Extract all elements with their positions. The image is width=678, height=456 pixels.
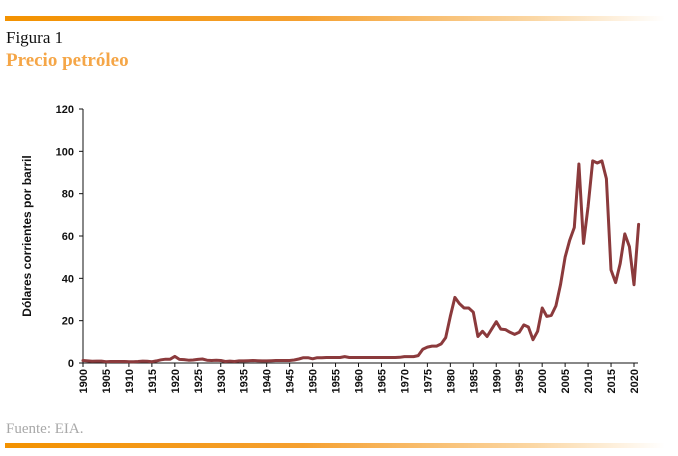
y-tick-label: 0 xyxy=(68,358,74,370)
x-tick-label: 1930 xyxy=(216,369,228,393)
bottom-accent-bar xyxy=(5,443,665,448)
y-tick-label: 100 xyxy=(56,146,74,158)
x-tick-label: 1920 xyxy=(170,369,182,393)
y-axis-label: Dólares corrientes por barril xyxy=(20,155,34,316)
x-axis: 1900 1905 1910 1915 1920 1925 1930 1935 1940 1945… xyxy=(78,362,641,393)
x-tick-label: 1915 xyxy=(147,369,159,393)
x-tick-label: 1955 xyxy=(331,369,343,393)
x-tick-label: 1995 xyxy=(514,369,526,393)
x-tick-label: 1900 xyxy=(78,369,90,393)
y-tick-label: 40 xyxy=(62,273,74,285)
figure-label: Figura 1 xyxy=(6,28,64,47)
x-tick-label: 1910 xyxy=(124,369,136,393)
x-tick-label: 1950 xyxy=(308,369,320,393)
x-tick-label: 1935 xyxy=(239,369,251,393)
x-tick-label: 1980 xyxy=(445,369,457,393)
y-tick-label: 80 xyxy=(62,189,74,201)
y-tick-label: 60 xyxy=(62,231,74,243)
x-tick-label: 1925 xyxy=(193,369,205,393)
x-tick-label: 1945 xyxy=(285,369,297,393)
figure-title: Precio petróleo xyxy=(6,50,129,71)
x-tick-label: 2015 xyxy=(606,369,618,393)
y-axis: 0 20 40 60 80 100 120 xyxy=(56,104,84,370)
x-tick-label: 1940 xyxy=(262,369,274,393)
x-tick-label: 1965 xyxy=(376,369,388,393)
x-tick-label: 1990 xyxy=(491,369,503,393)
x-tick-label: 2005 xyxy=(560,369,572,393)
y-tick-label: 20 xyxy=(62,316,74,328)
x-tick-label: 1975 xyxy=(422,369,434,393)
x-tick-label: 1905 xyxy=(101,369,113,393)
top-accent-bar xyxy=(5,16,665,21)
x-tick-label: 1960 xyxy=(354,369,366,393)
series-line-precio-petroleo xyxy=(81,159,641,364)
x-tick-label: 1970 xyxy=(399,369,411,393)
source-note: Fuente: EIA. xyxy=(6,421,84,437)
y-tick-label: 120 xyxy=(56,104,74,116)
x-tick-label: 2010 xyxy=(583,369,595,393)
x-tick-label: 2020 xyxy=(629,369,641,393)
x-tick-label: 1985 xyxy=(468,369,480,393)
x-tick-label: 2000 xyxy=(537,369,549,393)
